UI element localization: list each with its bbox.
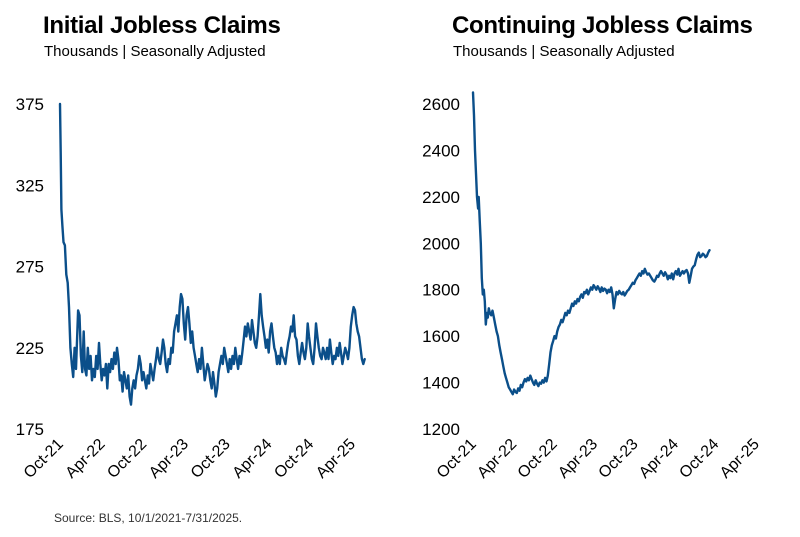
y-tick-label: 1400 (422, 374, 460, 393)
x-tick-label: Apr-25 (313, 436, 359, 482)
y-tick-label: 2200 (422, 188, 460, 207)
y-tick-label: 2600 (422, 95, 460, 114)
x-tick-label: Apr-22 (63, 436, 109, 482)
x-tick-label: Oct-24 (676, 436, 722, 482)
x-tick-label: Apr-23 (146, 436, 192, 482)
y-tick-label: 175 (16, 420, 44, 439)
initial-claims-chart: Initial Jobless Claims Thousands | Seaso… (0, 0, 400, 500)
chart-subtitle: Thousands | Seasonally Adjusted (44, 43, 266, 60)
x-tick-label: Apr-22 (474, 436, 520, 482)
y-tick-label: 1600 (422, 327, 460, 346)
x-tick-label: Apr-23 (555, 436, 601, 482)
y-tick-label: 275 (16, 258, 44, 277)
chart-subtitle: Thousands | Seasonally Adjusted (453, 43, 675, 60)
continuing-claims-chart: Continuing Jobless Claims Thousands | Se… (400, 0, 800, 500)
x-tick-label: Oct-22 (515, 436, 561, 482)
x-tick-label: Oct-23 (596, 436, 642, 482)
x-tick-label: Oct-24 (271, 436, 317, 482)
x-tick-label: Oct-22 (104, 436, 150, 482)
y-tick-label: 2000 (422, 234, 460, 253)
x-tick-label: Oct-23 (188, 436, 234, 482)
y-tick-label: 325 (16, 176, 44, 195)
y-tick-label: 1800 (422, 281, 460, 300)
y-tick-label: 2400 (422, 141, 460, 160)
y-tick-label: 375 (16, 95, 44, 114)
series-line (471, 91, 711, 396)
x-tick-label: Oct-21 (21, 436, 67, 482)
x-tick-label: Apr-24 (636, 436, 682, 482)
y-tick-label: 225 (16, 339, 44, 358)
x-tick-label: Apr-24 (230, 436, 276, 482)
source-note: Source: BLS, 10/1/2021-7/31/2025. (54, 511, 243, 525)
x-tick-label: Apr-25 (717, 436, 763, 482)
chart-title: Initial Jobless Claims (43, 12, 281, 39)
x-tick-label: Oct-21 (434, 436, 480, 482)
y-tick-label: 1200 (422, 420, 460, 439)
series-line (58, 102, 366, 406)
continuing-claims-plot: 12001400160018002000220024002600Oct-21Ap… (422, 91, 763, 482)
chart-title: Continuing Jobless Claims (452, 12, 753, 39)
initial-claims-plot: 175225275325375Oct-21Apr-22Oct-22Apr-23O… (16, 95, 366, 482)
